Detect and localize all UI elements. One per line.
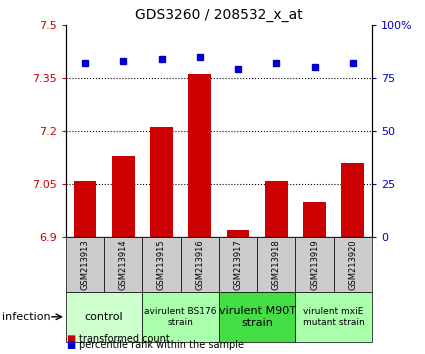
Bar (150, 127, 173, 237)
Text: virulent mxiE
mutant strain: virulent mxiE mutant strain (303, 307, 365, 326)
Bar (295, 237, 334, 292)
Text: GSM213919: GSM213919 (310, 239, 319, 290)
Text: virulent M90T
strain: virulent M90T strain (218, 306, 296, 328)
Text: ■: ■ (66, 334, 75, 344)
Text: control: control (85, 312, 123, 322)
Bar (219, 237, 257, 292)
Text: GSM213920: GSM213920 (348, 239, 357, 290)
Bar (227, 230, 249, 237)
Text: percentile rank within the sample: percentile rank within the sample (79, 341, 244, 350)
Bar (334, 237, 372, 292)
Bar (303, 202, 326, 237)
Bar (142, 292, 219, 342)
Text: GSM213918: GSM213918 (272, 239, 281, 290)
Text: transformed count: transformed count (79, 334, 170, 344)
Bar (219, 292, 295, 342)
Bar (66, 237, 104, 292)
Bar (142, 237, 181, 292)
Text: ■: ■ (66, 341, 75, 350)
Text: GSM213915: GSM213915 (157, 239, 166, 290)
Bar (341, 163, 364, 237)
Text: GSM213913: GSM213913 (80, 239, 90, 290)
Text: GSM213914: GSM213914 (119, 239, 128, 290)
Text: infection: infection (2, 312, 51, 322)
Bar (265, 181, 288, 237)
Text: GSM213916: GSM213916 (195, 239, 204, 290)
Title: GDS3260 / 208532_x_at: GDS3260 / 208532_x_at (135, 8, 303, 22)
Bar (112, 156, 135, 237)
Bar (257, 237, 295, 292)
Bar (181, 237, 219, 292)
Bar (74, 181, 96, 237)
Text: GSM213917: GSM213917 (233, 239, 243, 290)
Bar (66, 292, 142, 342)
Bar (188, 74, 211, 237)
Bar (295, 292, 372, 342)
Bar (104, 237, 142, 292)
Text: avirulent BS176
strain: avirulent BS176 strain (144, 307, 217, 326)
